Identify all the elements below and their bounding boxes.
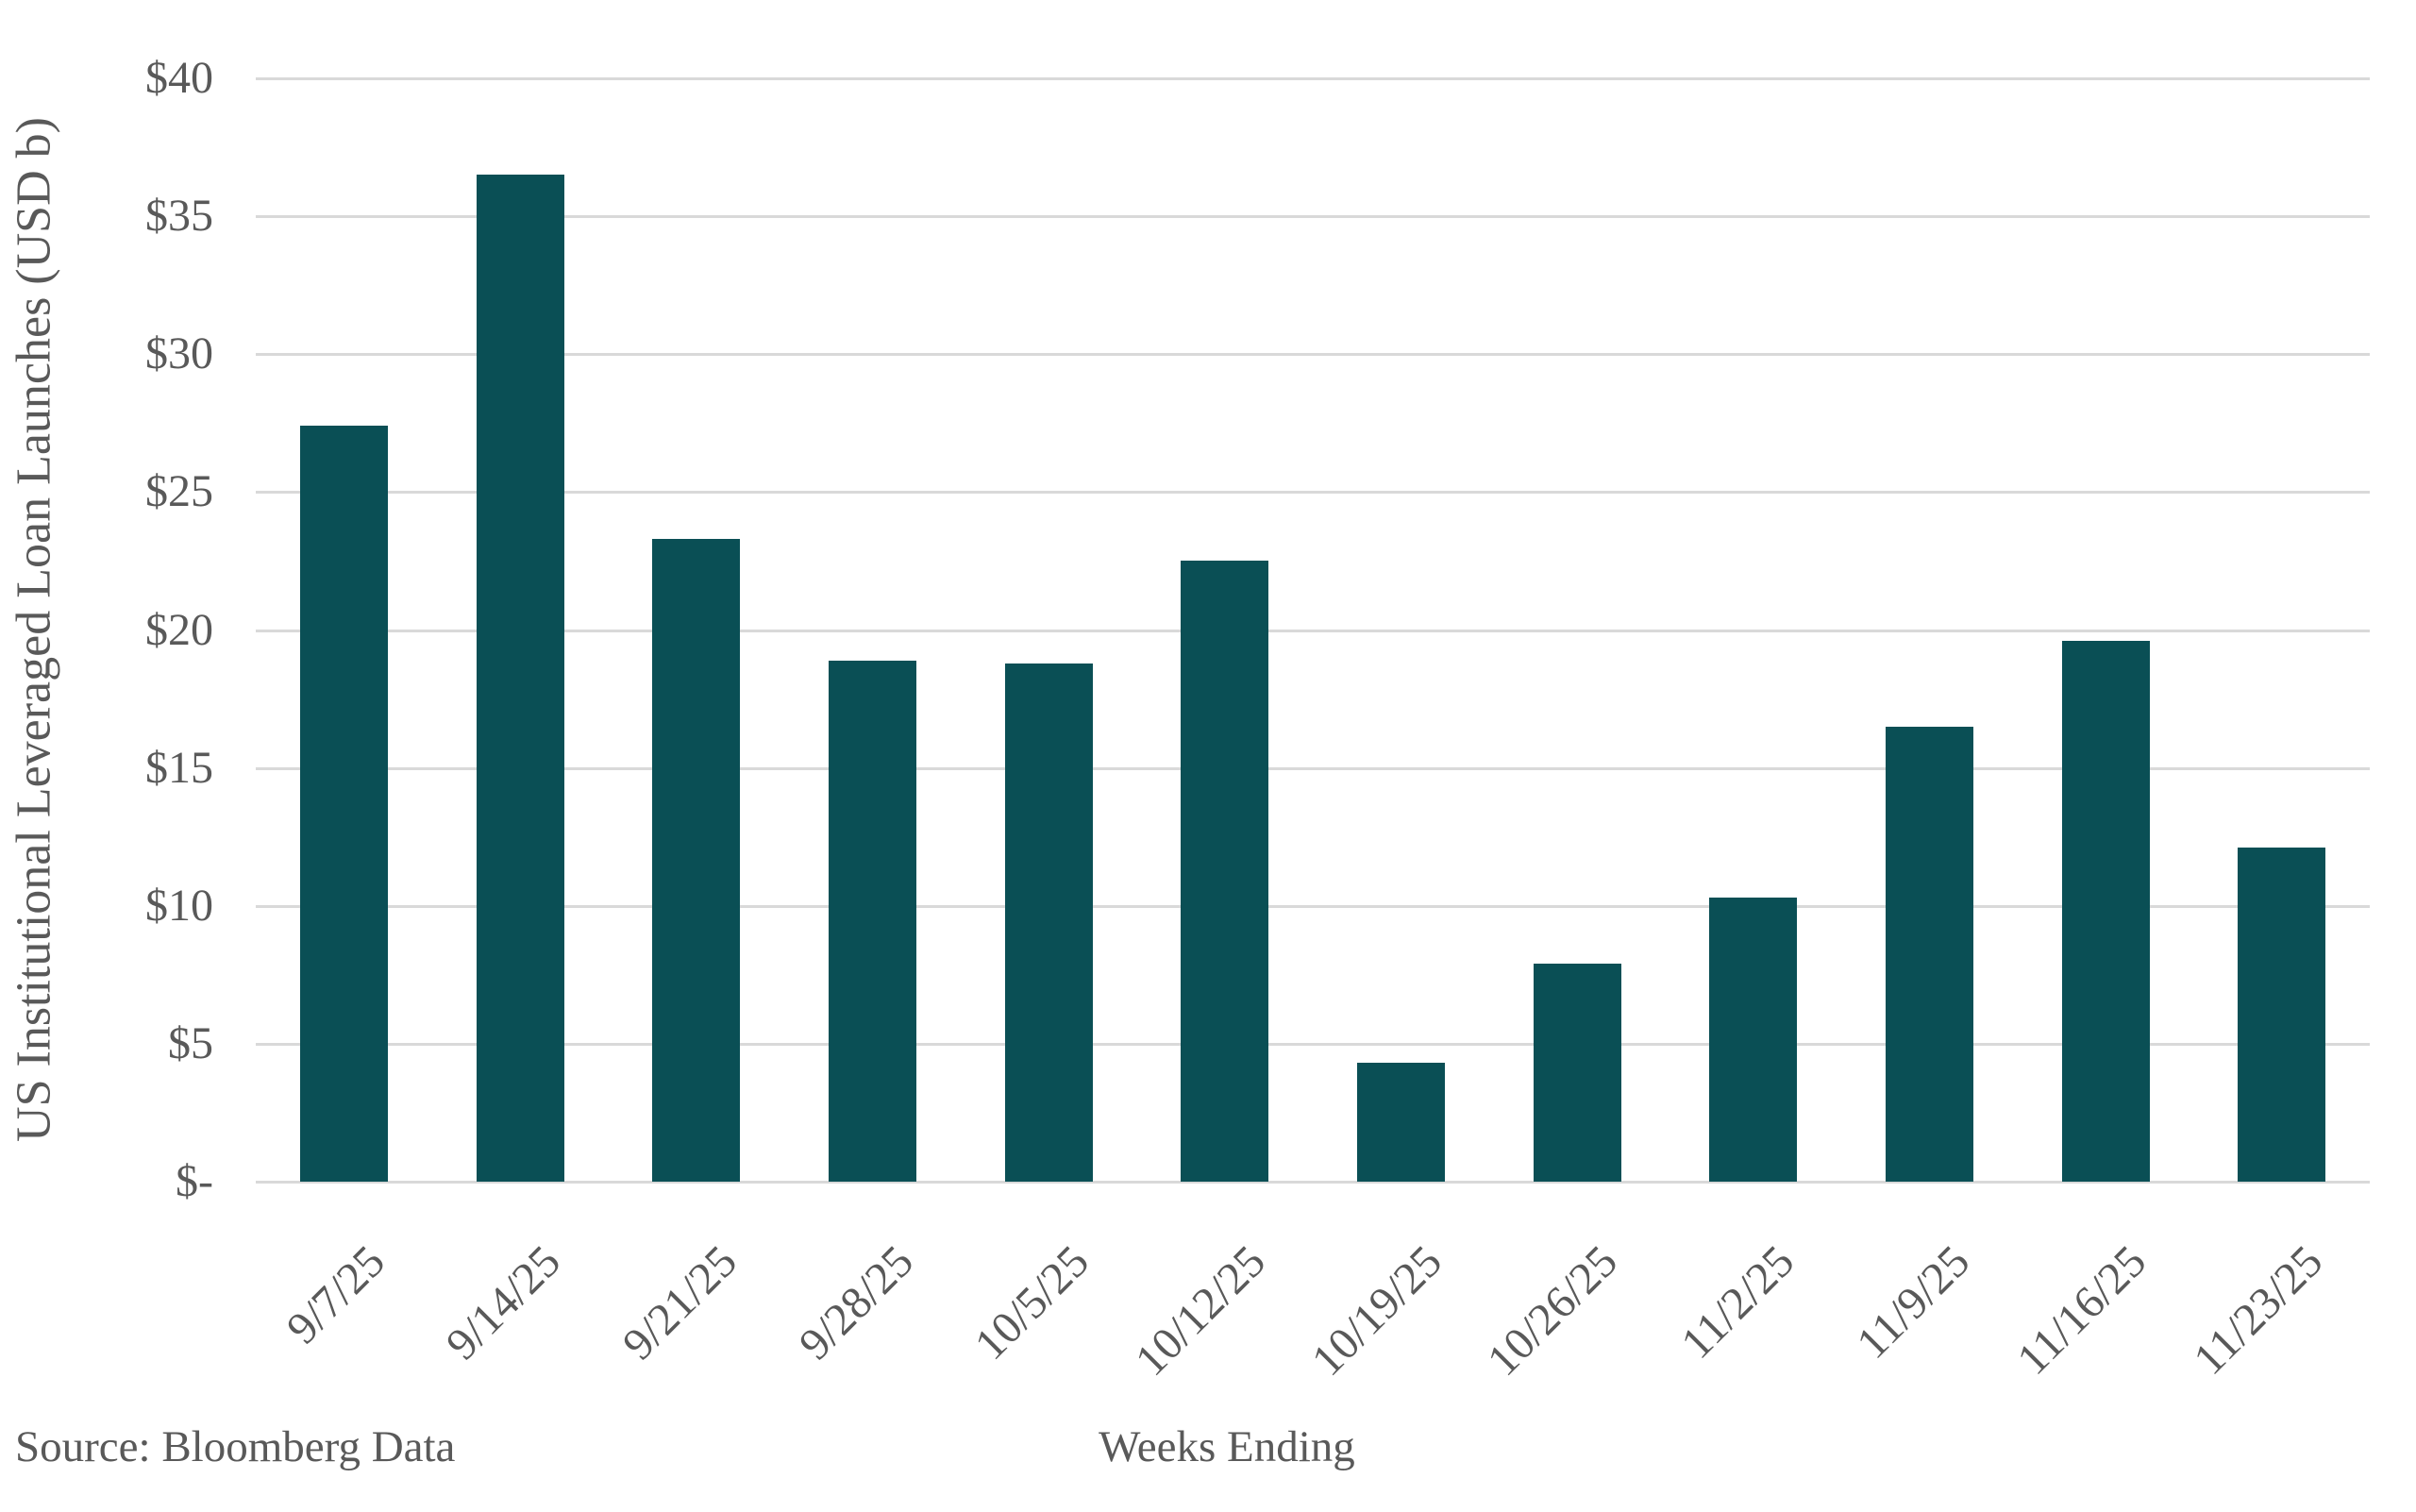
bar [1356,1063,1445,1182]
bar [1004,663,1093,1182]
bar [2238,848,2326,1182]
y-tick-label: $30 [145,328,213,379]
bar [299,426,388,1182]
y-tick-label: $20 [145,604,213,655]
bar [1181,561,1269,1182]
y-tick-label: $- [176,1156,213,1206]
bar [1533,964,1621,1182]
y-tick-label: $10 [145,880,213,931]
y-tick-label: $25 [145,466,213,517]
bar [2061,641,2150,1182]
gridline [256,491,2370,495]
bar [1709,897,1798,1182]
y-axis-title: US Institutional Leveraged Loan Launches… [7,117,61,1142]
y-tick-label: $35 [145,191,213,242]
bar [476,175,564,1182]
bar [1885,726,1973,1182]
bar [652,539,741,1182]
gridline [256,1042,2370,1046]
gridline [256,77,2370,80]
y-tick-label: $15 [145,742,213,793]
y-tick-label: $5 [168,1017,213,1068]
x-axis-title: Weeks Ending [1099,1422,1355,1471]
gridline [256,629,2370,632]
y-tick-label: $40 [145,53,213,103]
bar [828,660,916,1182]
gridline [256,766,2370,770]
gridline [256,353,2370,357]
gridline [256,1181,2370,1184]
source-note: Source: Bloomberg Data [15,1422,456,1471]
gridline [256,215,2370,219]
gridline [256,904,2370,908]
